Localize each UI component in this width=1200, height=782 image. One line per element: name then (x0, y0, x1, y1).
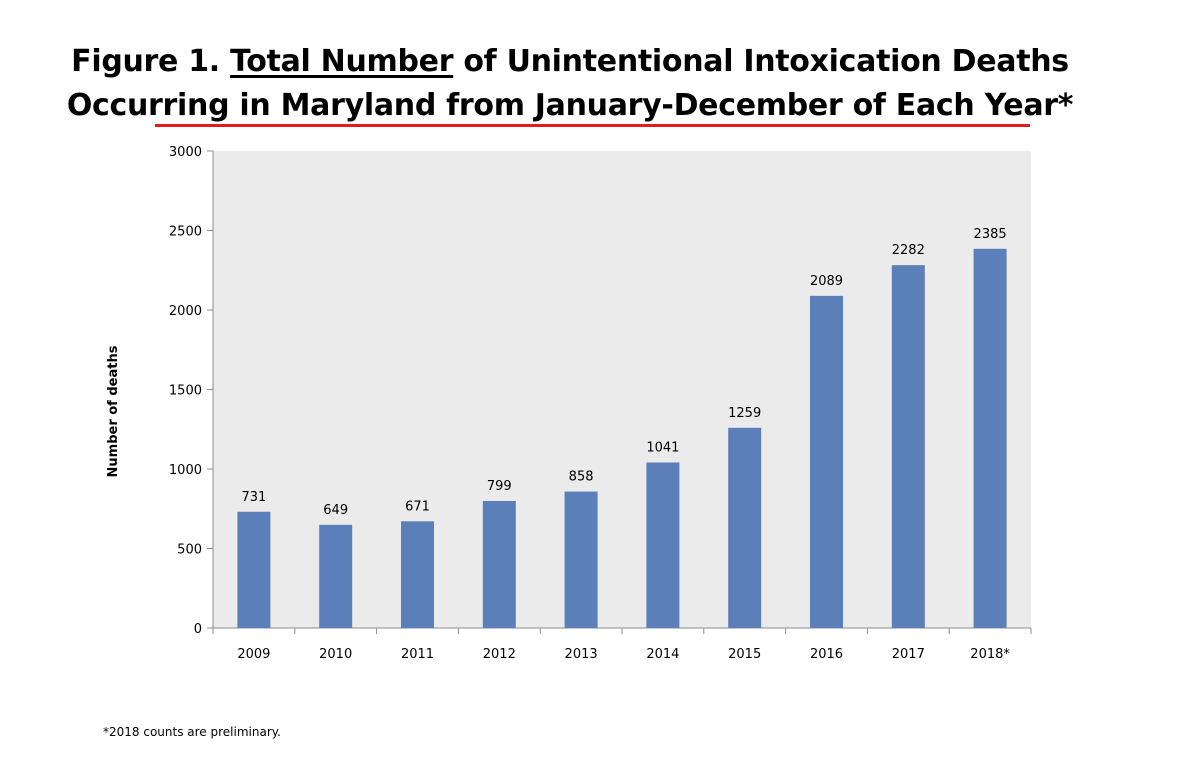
x-tick-label: 2017 (892, 647, 925, 662)
bar-2015 (728, 427, 762, 628)
x-tick-label: 2016 (810, 647, 843, 662)
data-label: 731 (241, 490, 266, 505)
data-label: 2282 (892, 243, 925, 258)
data-label: 858 (569, 470, 594, 485)
y-tick-label: 500 (177, 543, 202, 558)
data-label: 671 (405, 499, 430, 514)
chart-title-underlined: Total Number (230, 44, 454, 79)
x-axis: 2009 2010 2011 2012 2013 2014 2015 2016 2017 2018… (212, 627, 1032, 662)
x-tick-label: 2018* (970, 647, 1010, 662)
y-tick-label: 3000 (169, 145, 202, 160)
bar-2018 (973, 248, 1007, 628)
y-axis-title: Number of deaths (106, 345, 121, 477)
x-tick-label: 2012 (483, 647, 516, 662)
x-tick-label: 2015 (728, 647, 761, 662)
data-labels: 731 649 671 799 858 1041 1259 2089 2282 2385 (241, 227, 1006, 518)
data-label: 799 (487, 479, 512, 494)
data-label: 2089 (810, 274, 843, 289)
y-tick-label: 1000 (169, 463, 202, 478)
chart-title-line-1: Figure 1. Total Number of Unintentional … (0, 40, 1140, 84)
chart-title: Figure 1. Total Number of Unintentional … (0, 40, 1140, 128)
chart-title-prefix: Figure 1. (71, 44, 231, 79)
x-tick-label: 2009 (237, 647, 270, 662)
chart-title-rest: of Unintentional Intoxication Deaths (453, 44, 1069, 79)
bar-2011 (401, 521, 434, 628)
bar-2014 (646, 462, 680, 628)
bar-2017 (891, 265, 925, 628)
data-label: 1041 (646, 440, 679, 455)
chart-title-line-2: Occurring in Maryland from January-Decem… (66, 88, 1074, 123)
x-tick-label: 2010 (319, 647, 352, 662)
data-label: 1259 (728, 406, 761, 421)
bar-2010 (319, 524, 353, 628)
bars (237, 248, 1007, 628)
x-tick-label: 2011 (401, 647, 434, 662)
data-label: 2385 (974, 227, 1007, 242)
bar-2012 (482, 500, 516, 628)
y-tick-label: 2500 (169, 225, 202, 240)
y-tick-label: 2000 (169, 304, 202, 319)
x-tick-label: 2014 (646, 647, 679, 662)
bar-2016 (810, 295, 843, 628)
bar-2009 (237, 511, 271, 628)
y-tick-label: 0 (194, 622, 202, 637)
y-tick-label: 1500 (169, 384, 202, 399)
title-red-underline (155, 124, 1030, 127)
bar-2013 (564, 491, 598, 628)
x-tick-label: 2013 (565, 647, 598, 662)
data-label: 649 (323, 503, 348, 518)
y-axis: 0 500 1000 1500 2000 2500 3000 (169, 145, 214, 637)
footnote: *2018 counts are preliminary. (103, 725, 281, 739)
